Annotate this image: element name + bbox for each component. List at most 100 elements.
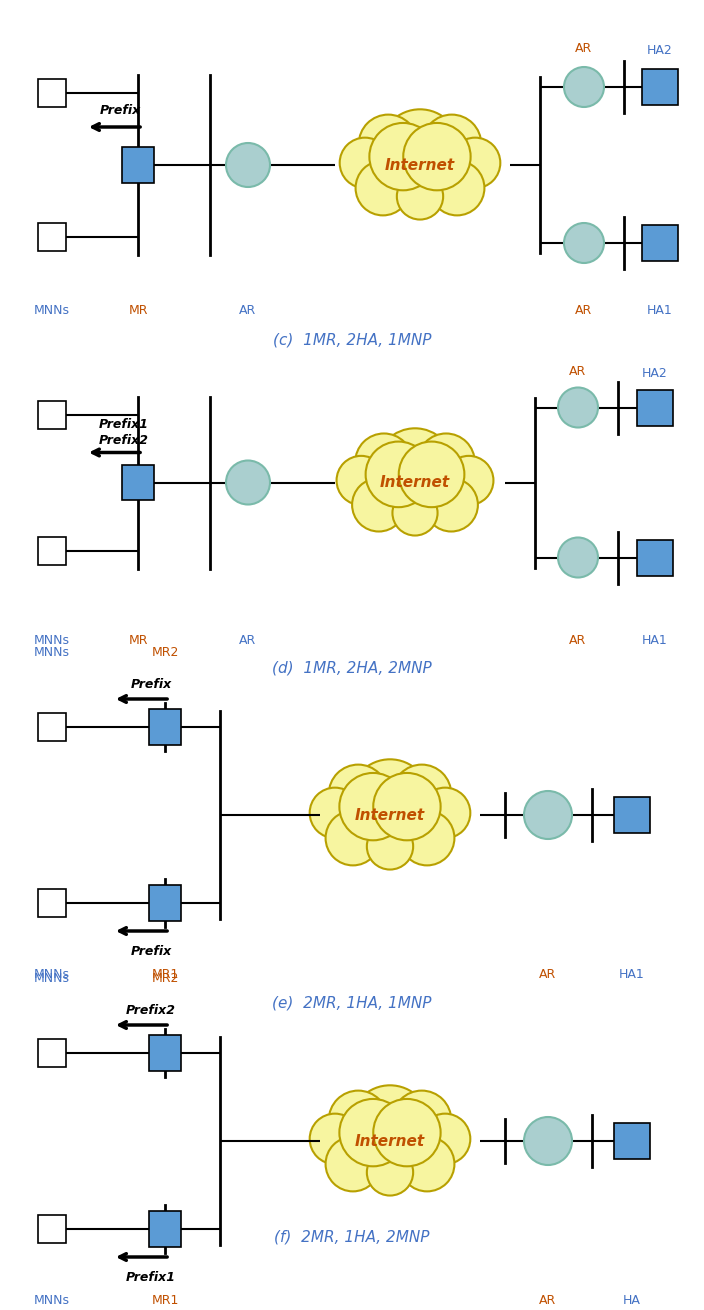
Text: MR2: MR2 <box>151 647 179 659</box>
Circle shape <box>444 456 494 506</box>
Text: MR1: MR1 <box>151 1294 179 1307</box>
Text: Prefix1: Prefix1 <box>126 1271 176 1284</box>
Bar <box>149 710 181 744</box>
Text: AR: AR <box>539 968 557 981</box>
Text: MR2: MR2 <box>151 972 179 985</box>
Bar <box>642 225 678 261</box>
Circle shape <box>450 138 501 189</box>
Bar <box>122 148 154 182</box>
Circle shape <box>350 760 430 840</box>
Bar <box>38 889 66 917</box>
Bar <box>149 1212 181 1247</box>
Text: Internet: Internet <box>385 157 455 173</box>
Bar <box>38 713 66 741</box>
Circle shape <box>356 161 410 215</box>
Bar <box>38 1214 66 1243</box>
Text: AR: AR <box>570 634 586 647</box>
Text: MR: MR <box>128 304 148 317</box>
Circle shape <box>339 1099 407 1166</box>
Circle shape <box>420 1114 470 1165</box>
Bar <box>149 1035 181 1070</box>
Circle shape <box>524 791 572 838</box>
Circle shape <box>564 67 604 107</box>
Text: AR: AR <box>539 1294 557 1307</box>
Circle shape <box>367 1149 413 1196</box>
Circle shape <box>356 434 413 491</box>
Circle shape <box>329 765 388 824</box>
Circle shape <box>400 811 454 866</box>
Text: (d)  1MR, 2HA, 2MNP: (d) 1MR, 2HA, 2MNP <box>272 660 432 676</box>
Circle shape <box>370 123 436 190</box>
Circle shape <box>380 109 460 190</box>
Circle shape <box>373 1099 441 1166</box>
Text: MNNs: MNNs <box>34 972 70 985</box>
Circle shape <box>226 461 270 504</box>
Text: MNNs: MNNs <box>34 634 70 647</box>
Circle shape <box>564 223 604 263</box>
Text: HA2: HA2 <box>642 367 668 380</box>
Text: AR: AR <box>575 304 593 317</box>
Text: MNNs: MNNs <box>34 304 70 317</box>
Circle shape <box>392 490 438 536</box>
Bar <box>38 223 66 252</box>
Bar <box>38 401 66 428</box>
Text: MR: MR <box>128 634 148 647</box>
Bar <box>637 389 673 426</box>
Circle shape <box>417 434 474 491</box>
Circle shape <box>359 114 417 173</box>
Bar <box>38 537 66 565</box>
Bar <box>614 796 650 833</box>
Circle shape <box>310 787 360 838</box>
Circle shape <box>329 1091 388 1150</box>
Circle shape <box>226 143 270 187</box>
Circle shape <box>350 1085 430 1166</box>
Circle shape <box>337 456 386 506</box>
Circle shape <box>422 114 482 173</box>
Text: HA1: HA1 <box>619 968 645 981</box>
Circle shape <box>392 765 451 824</box>
Circle shape <box>392 1091 451 1150</box>
Circle shape <box>429 161 484 215</box>
Text: AR: AR <box>570 365 586 379</box>
Circle shape <box>325 811 380 866</box>
Circle shape <box>403 123 470 190</box>
Text: HA: HA <box>623 1294 641 1307</box>
Circle shape <box>373 773 441 840</box>
Circle shape <box>524 1117 572 1165</box>
Text: Prefix: Prefix <box>99 105 141 118</box>
Circle shape <box>376 428 454 506</box>
Bar <box>38 1039 66 1068</box>
Circle shape <box>398 441 465 507</box>
Text: Prefix2: Prefix2 <box>126 1005 176 1018</box>
Text: MNNs: MNNs <box>34 647 70 659</box>
Text: Internet: Internet <box>380 476 450 490</box>
Text: Prefix: Prefix <box>130 945 172 958</box>
Circle shape <box>339 773 407 840</box>
Text: (f)  2MR, 1HA, 2MNP: (f) 2MR, 1HA, 2MNP <box>275 1230 429 1244</box>
Bar <box>614 1123 650 1159</box>
Circle shape <box>340 138 390 189</box>
Bar <box>637 540 673 575</box>
Text: AR: AR <box>575 42 593 55</box>
Text: HA1: HA1 <box>647 304 673 317</box>
Circle shape <box>420 787 470 838</box>
Text: AR: AR <box>239 304 257 317</box>
Text: Prefix: Prefix <box>130 679 172 692</box>
Circle shape <box>558 388 598 427</box>
Text: AR: AR <box>239 634 257 647</box>
Text: MNNs: MNNs <box>34 968 70 981</box>
Bar <box>38 79 66 107</box>
Circle shape <box>558 537 598 578</box>
Text: MNNs: MNNs <box>34 1294 70 1307</box>
Text: (e)  2MR, 1HA, 1MNP: (e) 2MR, 1HA, 1MNP <box>272 996 432 1010</box>
Circle shape <box>397 173 443 220</box>
Text: (c)  1MR, 2HA, 1MNP: (c) 1MR, 2HA, 1MNP <box>272 333 432 347</box>
Text: Internet: Internet <box>355 807 425 823</box>
Circle shape <box>425 478 478 532</box>
Text: Prefix2: Prefix2 <box>99 434 149 447</box>
Bar <box>122 465 154 500</box>
Text: HA2: HA2 <box>647 45 673 58</box>
Bar <box>642 69 678 105</box>
Bar <box>149 886 181 921</box>
Circle shape <box>325 1137 380 1191</box>
